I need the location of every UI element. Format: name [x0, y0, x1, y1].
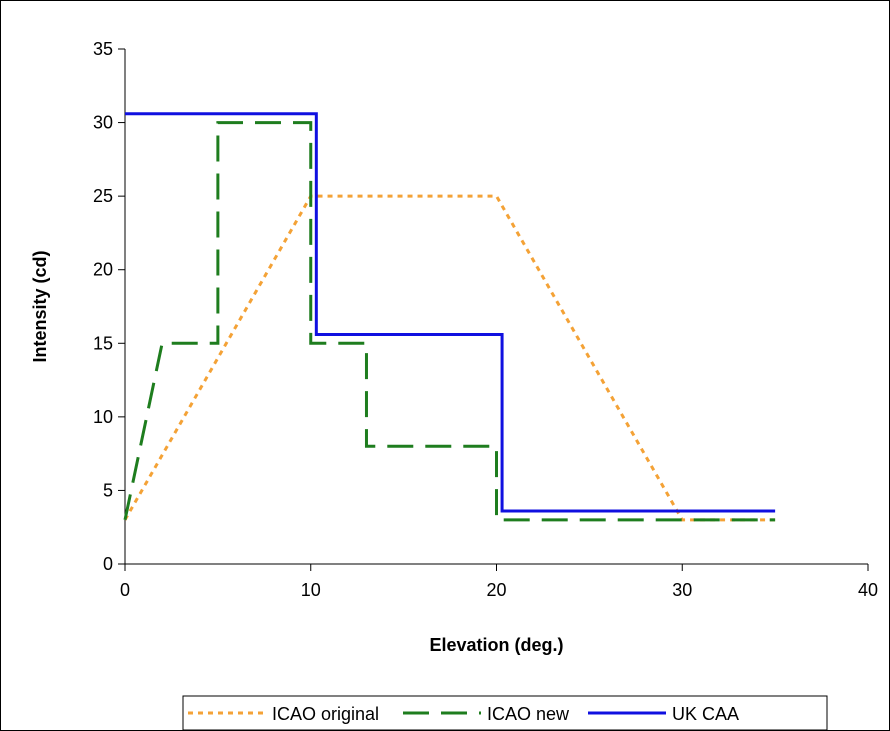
legend-label: ICAO new: [487, 704, 570, 724]
x-tick-label: 10: [301, 580, 321, 600]
x-tick-label: 0: [120, 580, 130, 600]
legend-label: UK CAA: [672, 704, 739, 724]
x-axis-title: Elevation (deg.): [429, 635, 563, 655]
series-line-1: [123, 194, 776, 522]
y-tick-label: 25: [93, 186, 113, 206]
y-tick-label: 5: [103, 480, 113, 500]
y-tick-label: 30: [93, 113, 113, 133]
series-line-2: [123, 121, 776, 522]
axes: [118, 48, 869, 571]
x-tick-label: 20: [486, 580, 506, 600]
y-axis-title: Intensity (cd): [30, 250, 50, 362]
y-tick-label: 35: [93, 39, 113, 59]
x-tick-label: 30: [672, 580, 692, 600]
x-tick-label: 40: [858, 580, 878, 600]
y-tick-label: 20: [93, 260, 113, 280]
y-tick-label: 10: [93, 407, 113, 427]
legend-label: ICAO original: [272, 704, 379, 724]
series-line-3: [125, 112, 776, 513]
legend: ICAO original ICAO new UK CAA: [182, 695, 828, 731]
y-tick-label: 15: [93, 333, 113, 353]
tick-labels: 0 5 10 15 20 25 30 35 0 10 20 30 40: [93, 39, 878, 600]
y-tick-label: 0: [103, 554, 113, 574]
series-lines: [123, 112, 776, 522]
legend-box: [182, 695, 828, 731]
